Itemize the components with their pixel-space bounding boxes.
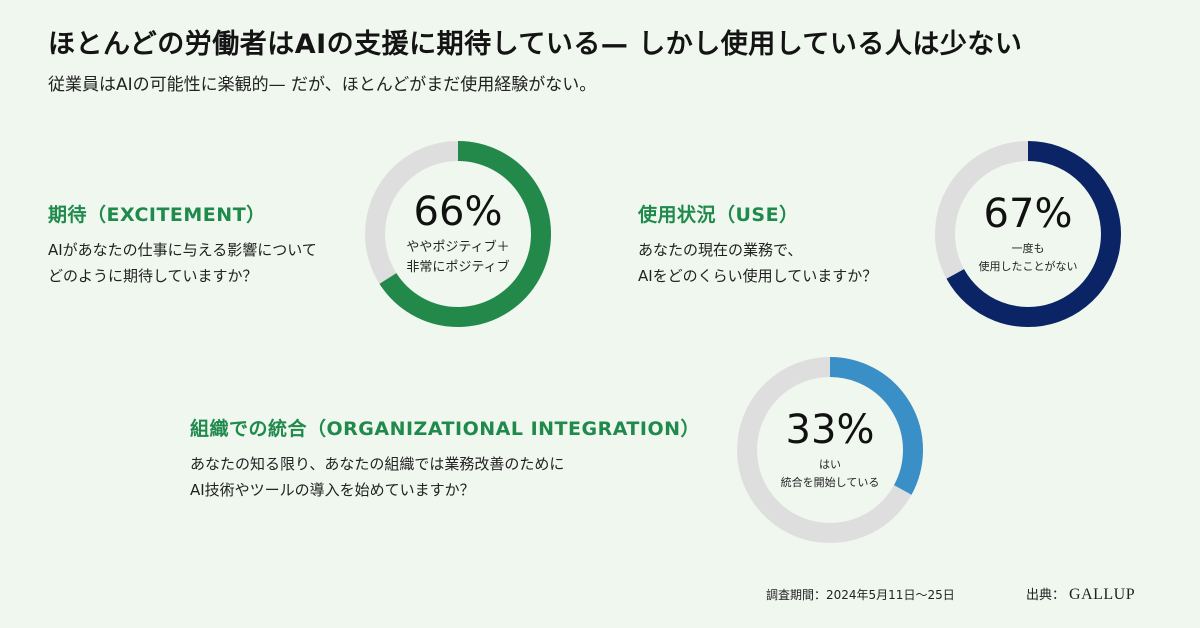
excitement-question-line-2: どのように期待していますか？: [48, 267, 258, 285]
excitement-percent: 66%: [413, 189, 503, 235]
use-question-line-1: あなたの現在の業務で、: [638, 241, 803, 259]
use-donut-arc: [946, 141, 1121, 327]
use-heading: 使用状況（USE）: [638, 204, 799, 226]
excitement-block: 期待（EXCITEMENT） AIがあなたの仕事に与える影響について どのように…: [48, 200, 317, 289]
integration-question: あなたの知る限り、あなたの組織では業務改善のために AI技術やツールの導入を始め…: [190, 451, 700, 503]
page-title: ほとんどの労働者はAIの支援に期待している— しかし使用している人は少ない: [48, 29, 1023, 60]
integration-center-label-line-2: 統合を開始している: [780, 476, 880, 489]
integration-percent: 33%: [785, 407, 875, 453]
use-center-label: 一度も 使用したことがない: [979, 240, 1078, 276]
source: 出典： GALLUP: [1026, 584, 1135, 604]
integration-question-line-1: あなたの知る限り、あなたの組織では業務改善のために: [190, 455, 565, 473]
integration-heading: 組織での統合（ORGANIZATIONAL INTEGRATION）: [190, 418, 701, 440]
integration-center-label: はい 統合を開始している: [781, 456, 880, 492]
excitement-question-line-1: AIがあなたの仕事に与える影響について: [48, 241, 317, 259]
excitement-center-label-line-2: 非常にポジティブ: [406, 260, 510, 275]
excitement-donut-chart: 66% ややポジティブ＋ 非常にポジティブ: [362, 138, 554, 330]
survey-period: 調査期間：2024年5月11日〜25日: [766, 588, 955, 602]
integration-donut-chart: 33% はい 統合を開始している: [734, 354, 926, 546]
excitement-heading: 期待（EXCITEMENT）: [48, 204, 266, 226]
integration-block: 組織での統合（ORGANIZATIONAL INTEGRATION） あなたの知…: [190, 414, 700, 503]
integration-donut-svg: [737, 357, 923, 543]
excitement-center-label: ややポジティブ＋ 非常にポジティブ: [406, 238, 509, 278]
excitement-question: AIがあなたの仕事に与える影響について どのように期待していますか？: [48, 237, 317, 289]
excitement-donut-arc: [379, 141, 551, 327]
use-percent: 67%: [983, 191, 1073, 237]
page-subtitle: 従業員はAIの可能性に楽観的— だが、ほとんどがまだ使用経験がない。: [48, 75, 597, 95]
excitement-donut-svg: [365, 141, 551, 327]
integration-donut-arc: [829, 357, 923, 495]
gallup-logo: GALLUP: [1069, 586, 1136, 603]
use-center-label-line-1: 一度も: [1011, 242, 1045, 255]
integration-question-line-2: AI技術やツールの導入を始めていますか？: [190, 481, 475, 499]
use-donut-svg: [935, 141, 1121, 327]
use-center-label-line-2: 使用したことがない: [978, 260, 1078, 273]
excitement-center-label-line-1: ややポジティブ＋: [406, 240, 510, 255]
use-question-line-2: AIをどのくらい使用していますか？: [638, 267, 878, 285]
use-block: 使用状況（USE） あなたの現在の業務で、 AIをどのくらい使用していますか？: [638, 200, 877, 289]
use-question: あなたの現在の業務で、 AIをどのくらい使用していますか？: [638, 237, 877, 289]
integration-center-label-line-1: はい: [818, 458, 841, 471]
source-label: 出典：: [1026, 588, 1066, 603]
use-donut-chart: 67% 一度も 使用したことがない: [932, 138, 1124, 330]
